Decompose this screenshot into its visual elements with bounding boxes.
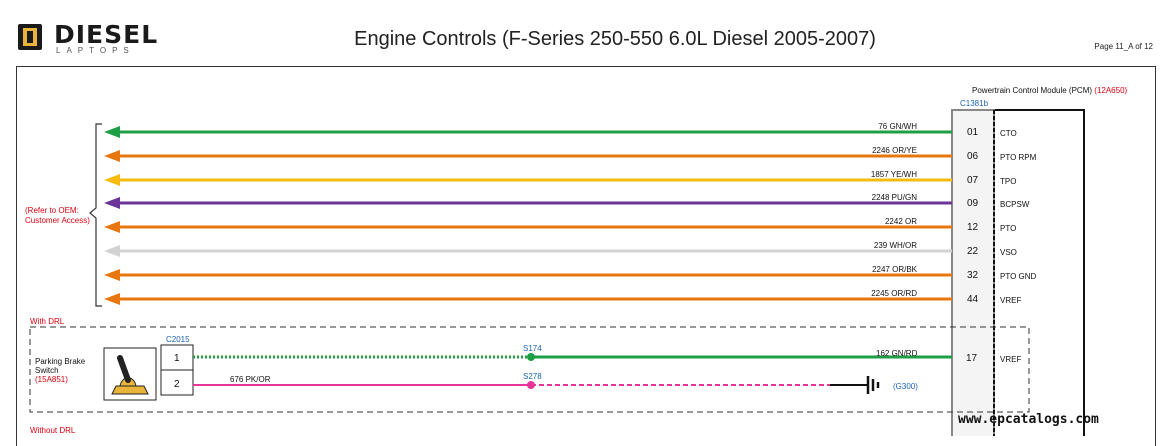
pin-number: 12 (967, 222, 979, 233)
drl-dashed-box (29, 326, 1030, 413)
splice-s174: S174 (523, 344, 542, 353)
switch-lever-icon (117, 355, 131, 383)
watermark-text: www.epcatalogs.com (958, 412, 1099, 427)
signal-name: PTO GND (1000, 272, 1037, 281)
wire-circuit-label: 2248 PU/GN (871, 193, 917, 202)
c2015-pin-1: 1 (174, 353, 180, 364)
signal-name: PTO (1000, 224, 1017, 233)
pin-number: 06 (967, 151, 979, 162)
page-number: Page 11_A of 12 (1094, 42, 1153, 51)
signal-name: CTO (1000, 129, 1017, 138)
pin-number: 01 (967, 127, 979, 138)
logo-subtitle: LAPTOPS (56, 46, 135, 55)
wire-arrow-icon (104, 150, 120, 162)
logo-word: DIESEL (54, 20, 159, 49)
signal-name: VSO (1000, 248, 1017, 257)
diagram-frame (16, 66, 1156, 446)
pin-number: 07 (967, 175, 979, 186)
wire-676-circuit: 676 PK/OR (230, 375, 271, 384)
wire-arrow-icon (104, 197, 120, 209)
pcm-connector-box (951, 109, 995, 436)
switch-ref: (15A851) (35, 375, 68, 384)
module-title: Powertrain Control Module (PCM) (12A650) (972, 86, 1127, 95)
switch-base-icon (111, 385, 149, 395)
c2015-label: C2015 (166, 335, 190, 344)
refer-bracket (89, 123, 102, 307)
wire-arrow-icon (104, 293, 120, 305)
signal-name: PTO RPM (1000, 153, 1037, 162)
wire-162-pin: 17 (966, 353, 978, 364)
ground-label: (G300) (893, 382, 918, 391)
pin-number: 44 (967, 294, 979, 305)
wire-arrow-icon (104, 269, 120, 281)
wire-162-circuit: 162 GN/RD (876, 349, 918, 358)
wire-circuit-label: 239 WH/OR (873, 241, 917, 250)
c2015-pin-2: 2 (174, 379, 180, 390)
wiring-diagram (29, 109, 1085, 436)
without-drl-label: Without DRL (30, 426, 76, 435)
wire-circuit-label: 1857 YE/WH (870, 170, 917, 179)
switch-label: Parking Brake Switch (15A851) (35, 357, 85, 384)
bracket-label: (Refer to OEM: Customer Access) (25, 206, 90, 226)
wire-arrow-icon (104, 245, 120, 257)
logo-emblem-icon (18, 24, 42, 50)
wire-arrow-icon (104, 221, 120, 233)
connector-label: C1381b (960, 99, 989, 108)
module-name: Powertrain Control Module (PCM) (972, 86, 1093, 95)
switch-name-line1: Parking Brake (35, 357, 86, 366)
wire-circuit-label: 76 GN/WH (878, 122, 917, 131)
wire-162-signal: VREF (1000, 355, 1022, 364)
pin-number: 22 (967, 246, 979, 257)
wire-circuit-label: 2247 OR/BK (872, 265, 917, 274)
switch-name-line2: Switch (35, 366, 59, 375)
wire-circuit-label: 2246 OR/YE (872, 146, 917, 155)
wire-circuit-label: 2245 OR/RD (871, 289, 917, 298)
bracket-label-line1: (Refer to OEM: (25, 206, 79, 215)
module-ref: (12A650) (1094, 86, 1128, 95)
signal-name: BCPSW (1000, 200, 1030, 209)
pin-number: 09 (967, 198, 979, 209)
wire-arrow-icon (104, 174, 120, 186)
splice-s278: S278 (523, 372, 542, 381)
with-drl-label: With DRL (30, 317, 65, 326)
signal-name: TPO (1000, 177, 1017, 186)
splice-s278-dot (527, 381, 535, 389)
diesel-laptops-logo: DIESEL LAPTOPS (16, 20, 157, 58)
wire-arrow-icon (104, 126, 120, 138)
splice-s174-dot (527, 353, 535, 361)
wire-circuit-label: 2242 OR (884, 217, 917, 226)
pin-number: 32 (967, 270, 979, 281)
page-title: Engine Controls (F-Series 250-550 6.0L D… (354, 28, 876, 50)
bracket-label-line2: Customer Access) (25, 216, 90, 225)
signal-name: VREF (1000, 296, 1022, 305)
